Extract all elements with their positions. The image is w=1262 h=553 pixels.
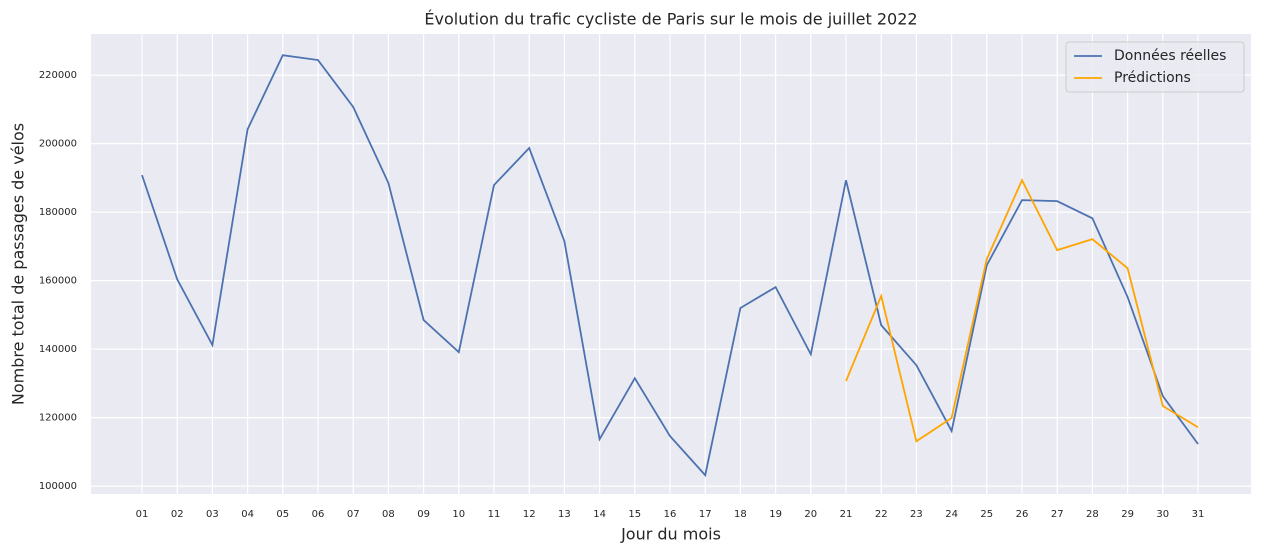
y-tick-label: 160000 [39,276,77,287]
x-tick-label: 04 [241,509,254,520]
x-tick-label: 05 [276,509,289,520]
legend-label: Données réelles [1114,48,1226,64]
data-line [845,178,1199,443]
y-tick-label: 140000 [39,344,77,355]
y-tick-label: 120000 [39,413,77,424]
x-tick-label: 19 [769,509,782,520]
x-tick-label: 09 [417,509,430,520]
plot-area [91,34,1251,494]
x-tick-label: 07 [347,509,360,520]
x-tick-label: 25 [980,509,993,520]
y-tick-label: 180000 [39,207,77,218]
x-tick-label: 14 [593,509,606,520]
x-tick-label: 28 [1086,509,1099,520]
x-tick-label: 13 [558,509,571,520]
x-tick-label: 15 [628,509,641,520]
x-tick-label: 29 [1121,509,1134,520]
legend-box [1065,41,1245,93]
data-line [141,54,1199,478]
x-tick-label: 18 [734,509,747,520]
x-tick-label: 21 [840,509,853,520]
x-tick-label: 17 [699,509,712,520]
x-tick-label: 12 [523,509,536,520]
chart-title: Évolution du trafic cycliste de Paris su… [424,10,917,29]
y-tick-label: 220000 [39,70,77,81]
x-tick-label: 23 [910,509,923,520]
x-tick-label: 26 [1016,509,1029,520]
legend-label: Prédictions [1114,70,1191,86]
x-tick-label: 02 [171,509,184,520]
x-tick-label: 24 [945,509,958,520]
y-tick-label: 200000 [39,139,77,150]
y-axis-label: Nombre total de passages de vélos [9,123,28,405]
x-tick-label: 06 [312,509,325,520]
x-tick-label: 20 [804,509,817,520]
x-tick-label: 03 [206,509,219,520]
x-tick-label: 11 [488,509,501,520]
x-tick-label: 08 [382,509,395,520]
x-tick-label: 31 [1192,509,1205,520]
x-tick-label: 30 [1156,509,1169,520]
x-axis-label: Jour du mois [620,525,721,544]
x-tick-label: 27 [1051,509,1064,520]
x-tick-label: 01 [136,509,149,520]
x-tick-label: 10 [452,509,465,520]
x-tick-label: 16 [664,509,677,520]
x-tick-label: 22 [875,509,888,520]
y-tick-label: 100000 [39,481,77,492]
